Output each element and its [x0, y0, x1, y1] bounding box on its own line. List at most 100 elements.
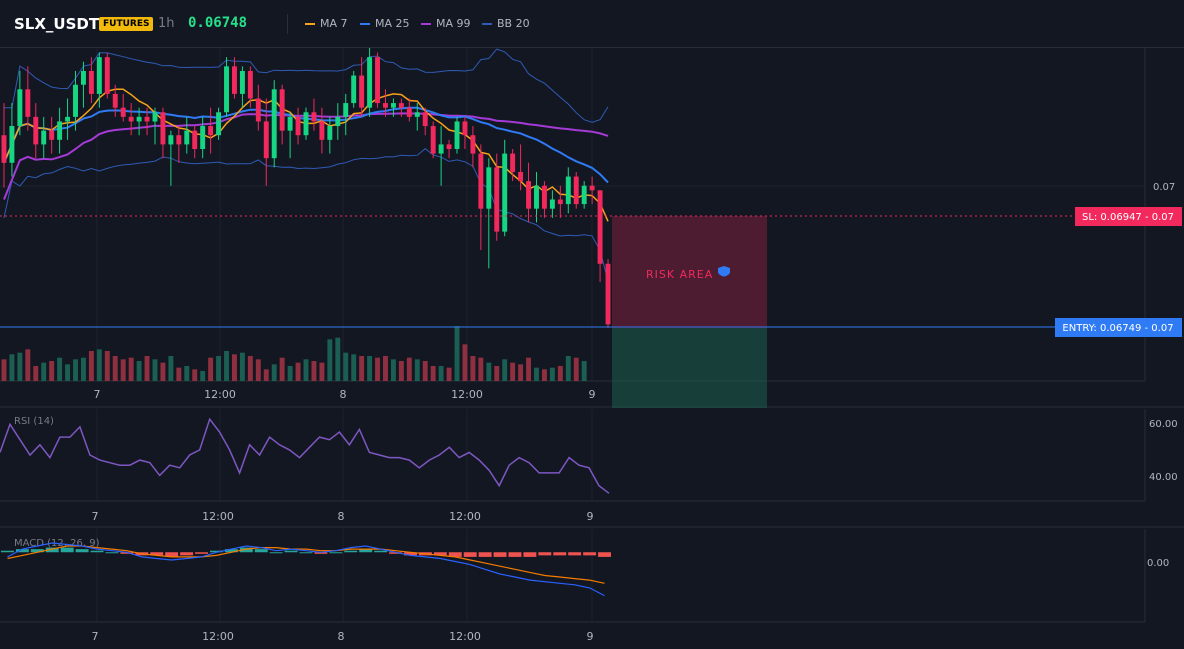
- macd-hist-bar: [254, 549, 268, 553]
- macd-hist-bar: [30, 549, 44, 553]
- candle-body: [104, 57, 110, 94]
- macd-hist-bar: [90, 550, 104, 553]
- macd-hist-bar: [404, 552, 417, 556]
- entry-tag[interactable]: [1055, 318, 1182, 337]
- volume-bar: [128, 357, 134, 381]
- candle-body: [49, 130, 55, 140]
- macd-x-tick: 7: [92, 630, 99, 643]
- volume-bar: [359, 356, 365, 381]
- candle-body: [128, 116, 134, 122]
- volume-bar: [57, 357, 63, 381]
- volume-bar: [557, 366, 563, 381]
- macd-pane[interactable]: MACD (12, 26, 9)0.00: [1, 538, 1169, 597]
- volume-bars: [1, 326, 587, 381]
- volume-bar: [33, 366, 39, 381]
- volume-bar: [88, 351, 94, 381]
- legend-swatch-ma99: [421, 22, 431, 25]
- volume-bar: [104, 351, 110, 381]
- volume-bar: [319, 362, 325, 381]
- macd-hist-bar: [553, 552, 567, 556]
- candle-body: [502, 153, 508, 232]
- volume-bar: [367, 356, 373, 381]
- candle-body: [239, 70, 245, 94]
- macd-hist-bar: [195, 552, 208, 554]
- volume-bar: [112, 356, 118, 381]
- candle-body: [327, 126, 333, 140]
- macd-line: [7, 542, 605, 597]
- entry-label: ENTRY: 0.06749 - 0.07: [1062, 323, 1173, 334]
- candle-body: [80, 70, 86, 85]
- risk-reward-tool[interactable]: RISK AREA: [612, 216, 767, 408]
- candle-body: [359, 75, 365, 108]
- rsi-axis-60: 60.00: [1149, 419, 1178, 430]
- rsi-line: [0, 417, 610, 494]
- volume-bar: [526, 357, 532, 381]
- volume-bar: [232, 354, 237, 381]
- legend-label-ma99: MA 99: [436, 17, 471, 30]
- macd-hist-bar: [269, 552, 283, 554]
- volume-bar: [247, 356, 253, 381]
- candle-body: [383, 103, 388, 108]
- volume-bar: [65, 364, 71, 381]
- candle-body: [41, 130, 47, 145]
- candle-body: [295, 116, 301, 136]
- candle-body: [478, 153, 484, 209]
- price-x-tick: 9: [589, 388, 596, 401]
- candle-body: [136, 116, 142, 122]
- volume-bar: [239, 352, 245, 381]
- candle-body: [311, 112, 317, 122]
- volume-bar: [295, 362, 301, 381]
- legend-swatch-ma7: [305, 22, 315, 25]
- volume-bar: [9, 354, 15, 381]
- candle-body: [279, 89, 285, 131]
- volume-bar: [176, 367, 182, 381]
- symbol-name[interactable]: SLX_USDT: [14, 15, 100, 33]
- reward-area-box[interactable]: [612, 328, 767, 408]
- candle-body: [1, 135, 7, 163]
- interval-selector[interactable]: 1h: [158, 16, 175, 31]
- volume-bar: [534, 367, 539, 381]
- volume-bar: [41, 362, 47, 381]
- legend-ma25[interactable]: MA 25: [360, 17, 410, 30]
- volume-bar: [311, 361, 317, 381]
- macd-signal-line: [7, 545, 605, 584]
- trade-levels[interactable]: SL: 0.06947 - 0.07 ENTRY: 0.06749 - 0.07: [0, 207, 1182, 337]
- candle-body: [208, 126, 214, 136]
- volume-bar: [73, 359, 78, 381]
- volume-bar: [565, 356, 571, 381]
- volume-bar: [541, 369, 547, 381]
- macd-hist-bar: [120, 552, 134, 554]
- macd-hist-bar: [224, 549, 238, 553]
- candlesticks[interactable]: [1, 48, 611, 329]
- macd-hist-bar: [1, 550, 14, 553]
- legend-ma99[interactable]: MA 99: [421, 17, 471, 30]
- macd-hist-bar: [478, 552, 492, 557]
- macd-hist-bar: [508, 552, 522, 557]
- rsi-title: RSI (14): [14, 416, 54, 427]
- candle-body: [88, 70, 94, 94]
- volume-bar: [454, 326, 460, 381]
- stop-loss-tag[interactable]: [1075, 207, 1182, 226]
- candle-body: [541, 185, 547, 209]
- price-axis-label: 0.07: [1153, 182, 1175, 193]
- macd-axis-0: 0.00: [1147, 558, 1169, 569]
- candle-body: [375, 57, 380, 104]
- volume-bar: [208, 357, 214, 381]
- candle-body: [597, 190, 603, 264]
- legend-ma7[interactable]: MA 7: [305, 17, 348, 30]
- volume-bar: [160, 362, 166, 381]
- candle-body: [200, 126, 206, 149]
- volume-bar: [486, 362, 492, 381]
- volume-bar: [49, 361, 55, 381]
- rsi-pane[interactable]: RSI (14) 60.00 40.00: [0, 416, 1178, 494]
- volume-bar: [351, 354, 357, 381]
- legend-swatch-ma25: [360, 22, 370, 25]
- candle-body: [9, 126, 15, 163]
- candle-body: [557, 199, 563, 205]
- volume-bar: [438, 366, 444, 381]
- candle-body: [216, 112, 222, 136]
- macd-hist-bar: [448, 552, 462, 557]
- legend-bb20[interactable]: BB 20: [482, 17, 530, 30]
- risk-area-box[interactable]: [612, 216, 767, 328]
